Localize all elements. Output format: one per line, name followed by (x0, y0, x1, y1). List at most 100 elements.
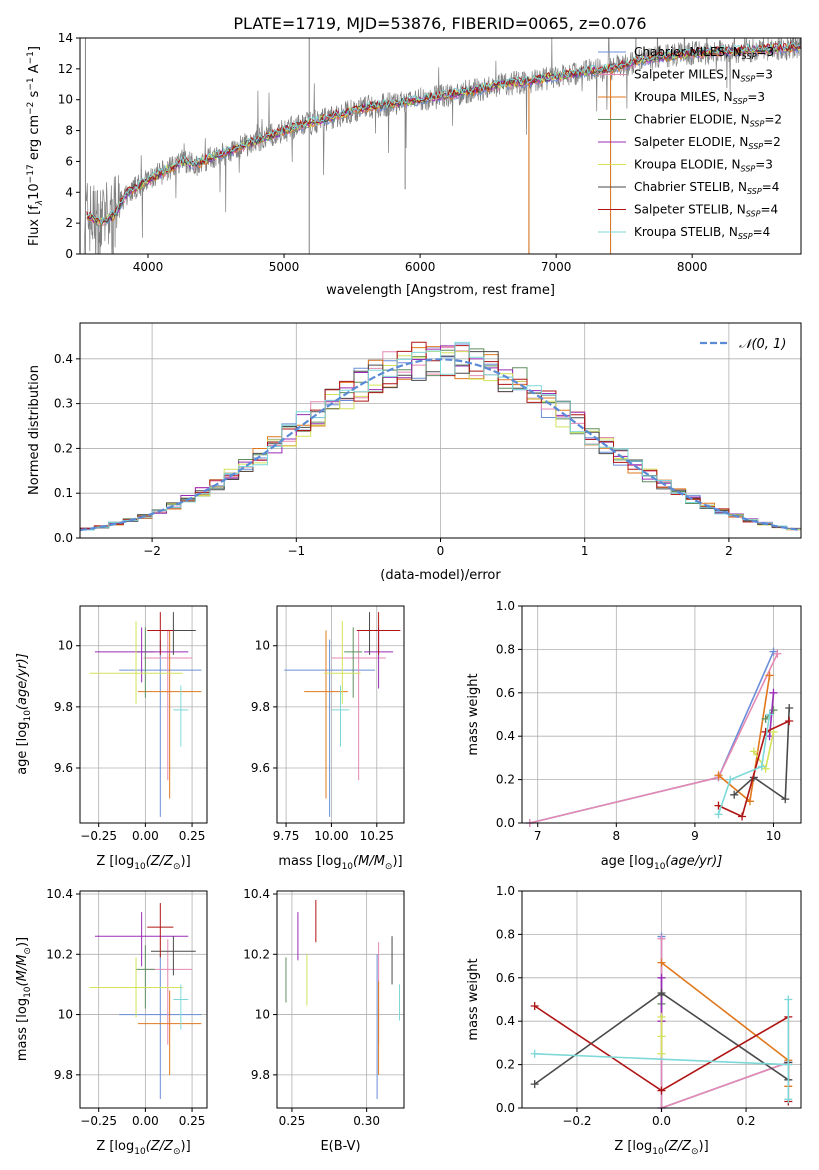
spectrum-legend: Chabrier MILES, NSSP=3 Salpeter MILES, NS… (598, 45, 782, 241)
wZ-xtick-label: 0.2 (736, 1114, 755, 1128)
wZ-ytick-label: 0.6 (496, 971, 515, 985)
resid-ytick-label: 0.3 (54, 397, 73, 411)
ageMass-plot-area (284, 612, 401, 817)
ageZ-plot-area (89, 612, 202, 817)
spectrum-ytick-label: 0 (65, 247, 73, 261)
massEbv-xtick-label: 0.25 (279, 1114, 306, 1128)
spectrum-ylabel: Flux [fλ10−17 erg cm−2 s−1 A−1] (26, 46, 45, 246)
wZ-ytick-label: 1.0 (496, 884, 515, 898)
legend-label: Salpeter STELIB, NSSP=4 (634, 203, 778, 219)
mass-weight-marker (784, 995, 793, 1004)
model-spectrum-line (86, 42, 801, 226)
wAge-xtick-label: 10 (766, 829, 781, 843)
massZ-ytick-label: 10.2 (46, 947, 73, 961)
wAge-xtick-label: 7 (534, 829, 542, 843)
mass-weight-marker (657, 958, 666, 967)
mass-weight-line (717, 714, 771, 815)
wAge-ylabel: mass weight (466, 673, 481, 755)
mass-weight-marker (726, 775, 735, 784)
resid-ytick-label: 0.1 (54, 486, 73, 500)
mass-weight-marker (773, 649, 782, 658)
massEbv-ytick-label: 10 (255, 1008, 270, 1022)
wZ-ytick-label: 0.4 (496, 1014, 515, 1028)
resid-xtick-label: −2 (143, 544, 161, 558)
legend-label: Chabrier STELIB, NSSP=4 (634, 180, 779, 196)
legend-label: Salpeter MILES, NSSP=3 (634, 68, 773, 84)
ageMass-xlabel: mass [log10(M/M⊙)] (278, 854, 402, 872)
residuals-ylabel: Normed distribution (27, 365, 42, 495)
resid-ytick-label: 0.4 (54, 352, 73, 366)
massEbv-ytick-label: 10.2 (243, 947, 270, 961)
mass-weight-marker (657, 1049, 666, 1058)
ageMass-xtick-label: 9.75 (273, 829, 300, 843)
massEbv-frame (276, 890, 405, 1109)
figure-title: PLATE=1719, MJD=53876, FIBERID=0065, z=0… (233, 14, 646, 33)
ageMass-ytick-label: 9.6 (251, 761, 270, 775)
resid-xtick-label: 1 (581, 544, 589, 558)
spectrum-xtick-label: 6000 (405, 260, 436, 274)
spectrum-ytick-label: 4 (65, 185, 73, 199)
massZ-ytick-label: 9.8 (54, 1068, 73, 1082)
mass-weight-marker (784, 1095, 793, 1104)
wZ-xlabel: Z [log10(Z/Z⊙)] (614, 1139, 708, 1157)
ageMass-ytick-label: 9.8 (251, 700, 270, 714)
massZ-xtick-label: 0.25 (179, 1114, 206, 1128)
mass-weight-marker (714, 771, 723, 780)
wAge-xtick-label: 8 (612, 829, 620, 843)
wAge-ytick-label: 1.0 (496, 599, 515, 613)
ageZ-ytick-label: 9.8 (54, 700, 73, 714)
wAge-ytick-label: 0.2 (496, 773, 515, 787)
spectrum-ytick-label: 10 (58, 93, 73, 107)
ageZ-xtick-label: 0.00 (132, 829, 159, 843)
legend-label: Chabrier MILES, NSSP=3 (634, 45, 774, 61)
mass-vs-metallicity-panel: −0.25 0.00 0.25 9.8 10 10.2 10.4 Z [log10(Z/Z⊙)… (15, 887, 208, 1157)
spectrum-xtick-label: 4000 (133, 260, 164, 274)
mass-weight-marker (761, 727, 770, 736)
wAge-ytick-label: 0.4 (496, 729, 515, 743)
mass-weight-marker (657, 1032, 666, 1041)
spectrum-xtick-label: 7000 (541, 260, 572, 274)
mass-weight-marker (785, 703, 794, 712)
mass-weight-marker (657, 1086, 666, 1095)
massZ-ytick-label: 10 (58, 1008, 73, 1022)
mass-weight-marker (530, 1049, 539, 1058)
age-vs-mass-panel: 9.75 10.00 10.25 9.6 9.8 10 mass [log10(M/M⊙)] (251, 605, 405, 872)
weight-vs-age-panel: 7 8 9 10 0.0 0.2 0.4 0.6 0.8 1.0 age [log10(age/yr… (466, 599, 802, 872)
spectrum-ytick-label: 6 (65, 154, 73, 168)
ageZ-ytick-label: 10 (58, 639, 73, 653)
mass-vs-extinction-panel: 0.25 0.30 9.8 10 10.2 10.4 E(B-V) (243, 887, 405, 1154)
mass-weight-marker (530, 1080, 539, 1089)
residuals-plot-area (80, 341, 801, 532)
wAge-plot-area (525, 647, 794, 827)
spectrum-xtick-label: 8000 (677, 260, 708, 274)
resid-xtick-label: 0 (437, 544, 445, 558)
mass-weight-marker (784, 1060, 793, 1069)
wZ-ytick-label: 0.8 (496, 927, 515, 941)
residuals-xlabel: (data-model)/error (380, 568, 501, 583)
mass-weight-marker (714, 810, 723, 819)
mass-weight-marker (769, 688, 778, 697)
normal-distribution-curve (80, 358, 799, 532)
mass-weight-marker (785, 717, 794, 726)
mass-weight-marker (730, 790, 739, 799)
mass-weight-line (660, 936, 789, 1110)
ageZ-xlabel: Z [log10(Z/Z⊙)] (96, 854, 190, 872)
massEbv-ytick-label: 9.8 (251, 1068, 270, 1082)
mass-weight-line (718, 720, 790, 818)
wAge-xlabel: age [log10(age/yr)] (601, 854, 723, 872)
mass-weight-marker (749, 747, 758, 756)
resid-xtick-label: −1 (287, 544, 305, 558)
ageZ-frame (79, 605, 208, 824)
mass-weight-marker (781, 795, 790, 804)
massEbv-plot-area (285, 900, 401, 1099)
ageMass-xtick-label: 10.00 (314, 829, 348, 843)
mass-weight-marker (757, 762, 766, 771)
mass-weight-marker (769, 727, 778, 736)
mass-weight-line (733, 707, 790, 801)
mass-weight-marker (765, 671, 774, 680)
spectrum-frame (79, 37, 802, 255)
massZ-xlabel: Z [log10(Z/Z⊙)] (96, 1139, 190, 1157)
massZ-xtick-label: 0.00 (132, 1114, 159, 1128)
massEbv-ytick-label: 10.4 (243, 887, 270, 901)
wAge-frame (521, 605, 802, 824)
